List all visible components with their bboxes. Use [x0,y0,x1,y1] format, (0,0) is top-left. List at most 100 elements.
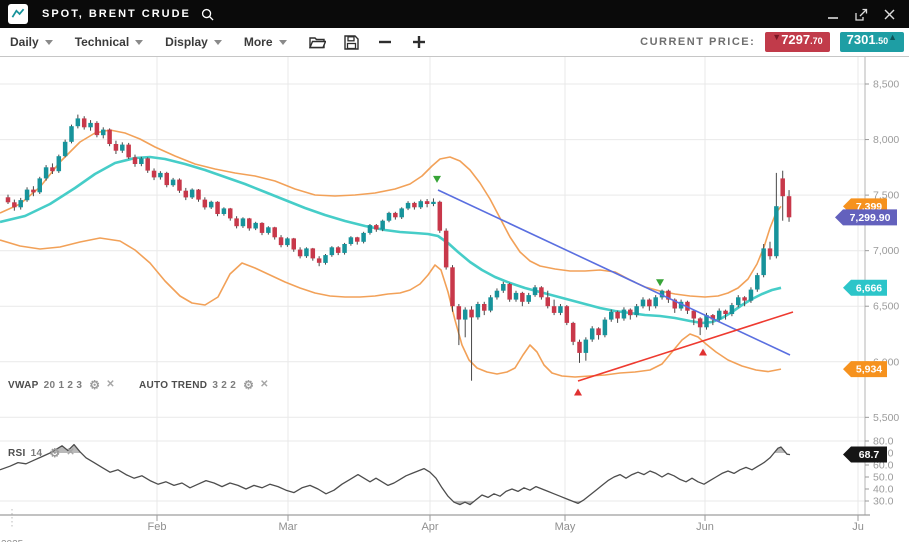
search-icon[interactable] [201,8,214,21]
chevron-down-icon [278,40,287,45]
candle-body [678,301,684,309]
candle-body [653,297,658,307]
candle-body [139,158,144,164]
price-axis[interactable] [865,57,909,515]
rsi-line[interactable] [0,443,791,506]
candle-body [31,189,36,193]
sell-signal-icon[interactable] [656,279,664,287]
candle-body [431,201,436,204]
auto-trend-down[interactable] [437,189,791,356]
rsi-indicator-row: RSI 14 ⚙ ✕ [8,447,99,459]
rsi-axis-label: 30.0 [873,496,894,508]
candle-body [710,315,716,320]
candle-body [291,238,296,250]
candle-body [253,222,258,229]
bid-price-dec: .70 [810,36,823,46]
arrow-down-icon: ▼ [772,32,782,42]
price-axis-label: 8,000 [873,134,899,146]
candle-body [577,341,582,353]
bid-price-badge: ▼ 7297.70 [765,32,830,52]
remove-indicator-icon[interactable]: ✕ [106,379,115,390]
candle-body [189,189,195,198]
rsi-legend: RSI 14 ⚙ ✕ [8,447,75,459]
menu-daily[interactable]: Daily [10,35,53,49]
candle-body [50,167,55,172]
rsi-overbought-fill [774,447,786,453]
candle-body [539,287,544,298]
menu-technical[interactable]: Technical [75,35,144,49]
candle-body [736,297,741,306]
menu-display-label: Display [165,35,208,49]
chart-plot-area[interactable] [0,57,865,515]
bid-price-int: 7297 [781,32,811,47]
axis-badge-text: 68.7 [859,449,880,461]
candle-body [81,118,87,128]
candle-body [202,199,208,208]
candle-body [691,310,697,319]
month-label: Apr [421,521,438,533]
candle-body [596,328,601,336]
auto-trend-up[interactable] [577,311,794,382]
candles-layer [5,114,792,381]
close-icon[interactable] [884,9,895,20]
candle-body [12,202,17,208]
menu-more[interactable]: More [244,35,287,49]
rsi-label: RSI [8,447,26,459]
candle-body [475,304,481,318]
candle-body [647,299,652,307]
candle-body [151,170,157,178]
candle-body [285,238,290,246]
buy-signal-icon[interactable] [699,348,707,356]
chevron-down-icon [135,40,144,45]
candle-body [393,212,398,218]
chevron-down-icon [44,40,53,45]
minimize-icon[interactable] [828,9,839,20]
candle-body [621,309,627,319]
candle-body [18,200,23,208]
auto-trend-params: 3 2 2 [212,379,237,391]
remove-indicator-icon[interactable]: ✕ [66,447,76,458]
ask-price-badge: 7301.50 ▲ [839,32,904,52]
candle-body [405,202,411,209]
gear-icon[interactable]: ⚙ [89,378,101,392]
gear-icon[interactable]: ⚙ [243,378,255,392]
candle-body [443,230,449,268]
bollinger-bands[interactable] [0,129,782,378]
axis-value-badge [835,209,897,226]
candle-body [488,297,493,311]
time-axis[interactable] [0,515,865,542]
candle-body [367,225,373,233]
zoom-in-icon[interactable] [411,34,427,50]
candle-body [316,258,322,263]
gear-icon[interactable]: ⚙ [49,446,61,460]
menu-display[interactable]: Display [165,35,222,49]
candle-body [62,141,68,157]
axis-value-badge [843,279,887,296]
month-label: May [555,521,576,533]
candle-body [558,306,563,313]
popout-icon[interactable] [855,8,868,21]
candle-body [640,299,646,307]
remove-indicator-icon[interactable]: ✕ [260,379,269,390]
candle-body [774,206,779,257]
candle-body [602,319,608,336]
buy-signal-icon[interactable] [574,388,582,396]
candle-body [132,157,138,164]
candle-body [374,225,379,230]
candle-body [215,201,220,214]
auto-trend-legend: AUTO TREND 3 2 2 ⚙ ✕ [139,379,269,391]
candle-body [177,179,182,191]
candle-body [704,315,709,328]
month-label: Mar [279,521,298,533]
sell-signal-icon[interactable] [433,175,441,183]
open-folder-icon[interactable] [308,35,326,49]
candle-body [526,295,531,302]
candle-body [482,304,487,311]
zoom-out-icon[interactable] [377,34,393,50]
price-axis-label: 7,000 [873,245,899,257]
axis-badge-text: 7,299.90 [850,212,891,224]
candle-body [75,118,81,127]
save-icon[interactable] [343,34,359,50]
candle-body [437,201,443,231]
